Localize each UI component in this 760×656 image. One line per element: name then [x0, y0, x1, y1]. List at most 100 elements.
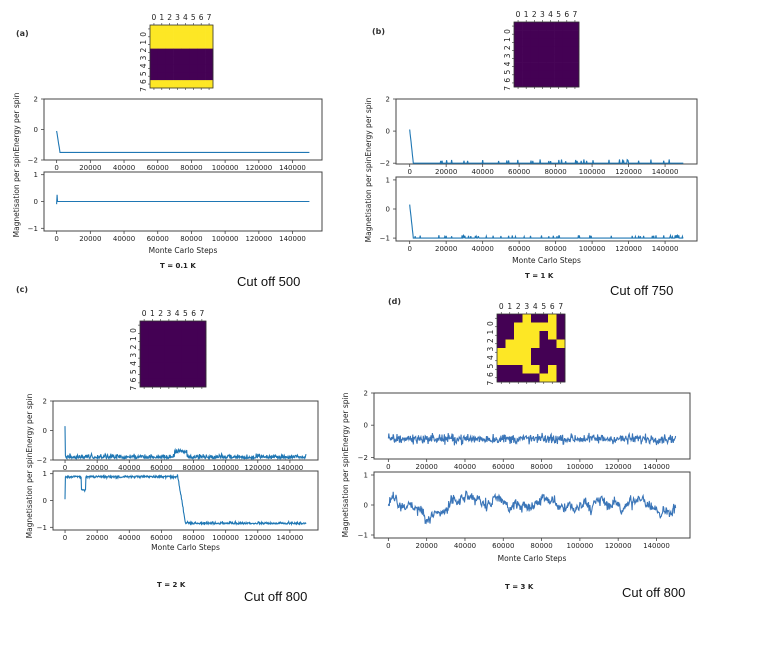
panel-a-magnetisation-xtick-label: 40000 [113, 235, 135, 243]
panel-d-cell [548, 348, 557, 357]
panel-b-hm-xtick-label: 0 [516, 10, 521, 19]
panel-a-cell [173, 56, 182, 65]
panel-d-cell [522, 339, 532, 349]
panel-b-cell [538, 62, 547, 72]
panel-d-heatmap-frame [496, 313, 566, 383]
panel-b-energy-xtick-label: 100000 [579, 168, 606, 176]
panel-a-magnetisation-series-line [56, 194, 310, 205]
panel-a-magnetisation-xtick-label: 80000 [180, 235, 202, 243]
panel-b-energy-series-line [409, 129, 684, 164]
panel-a-magnetisation-axes: 0 20000 40000 60000 80000 100000 120000 140000 −… [28, 171, 323, 255]
panel-c-heatmap-frame [139, 320, 207, 388]
panel-c-energy-ytick-label: 0 [43, 427, 47, 435]
panel-c-cell [164, 321, 174, 330]
panel-d-cell [531, 348, 540, 357]
panel-d-cell [531, 339, 540, 349]
panel-d-hm-ytick-label: 3 [486, 347, 495, 352]
panel-c-cell [173, 321, 182, 330]
panel-d-cell [497, 322, 506, 332]
panel-a-magnetisation-ytick-label: 1 [34, 171, 38, 179]
panel-c-cell [173, 329, 182, 338]
panel-c-hm-xtick-label: 2 [158, 309, 163, 318]
panel-a-hm-xtick-label: 3 [175, 13, 180, 22]
panel-b-magnetisation-xtick-label: 0 [407, 245, 411, 253]
panel-d-cell [505, 331, 515, 340]
panel-d-hm-ytick-label: 5 [486, 364, 495, 369]
panel-a-hm-ytick-label: 5 [139, 71, 148, 76]
panel-d-energy-axes: 0 20000 40000 60000 80000 100000 120000 140000 −… [358, 390, 691, 471]
panel-b-hm-ytick-label: 5 [503, 69, 512, 74]
temperature-label-b: T = 1 K [525, 272, 554, 280]
panel-c-cell [140, 378, 149, 388]
panel-a-ylabel: Magnetisation per spinEnergy per spin [12, 92, 21, 237]
panel-c-hm-xtick-label: 1 [150, 309, 155, 318]
panel-b-hm-ytick-label: 0 [503, 29, 512, 34]
panel-a-cell [189, 64, 198, 73]
panel-d-cell [531, 322, 540, 332]
panel-c-cell [164, 345, 174, 355]
panel-b-magnetisation-axes: 0 20000 40000 60000 80000 100000 120000 140000 −… [380, 176, 698, 265]
panel-c-magnetisation-axes: 0 20000 40000 60000 80000 100000 120000 140000 −… [37, 470, 319, 552]
panel-b-cell [570, 30, 580, 39]
panel-c-cell [189, 321, 199, 330]
panel-b-magnetisation-xtick-label: 120000 [615, 245, 642, 253]
panel-b-cell [530, 38, 539, 47]
panel-b-cell [554, 70, 564, 80]
panel-b-cell [570, 78, 580, 88]
panel-b-cell [538, 78, 547, 88]
panel-b-cell [514, 54, 523, 63]
panel-c-cell [181, 370, 190, 380]
panel-a-magnetisation-xtick-label: 120000 [245, 235, 272, 243]
panel-c-cell [189, 362, 199, 371]
panel-a-cell [150, 40, 159, 49]
panel-d-cell [539, 356, 549, 366]
panel-a-cell [205, 80, 214, 89]
panel-b-hm-xtick-label: 6 [564, 10, 569, 19]
panel-a-hm-ytick-label: 3 [139, 55, 148, 60]
panel-a-energy-xtick-label: 140000 [279, 164, 306, 172]
panel-a-cell [150, 56, 159, 65]
panel-d-cell [505, 339, 515, 349]
panel-d-cell [522, 348, 532, 357]
panel-c-hm-xtick-label: 3 [166, 309, 171, 318]
panel-a-cell [181, 32, 190, 42]
panel-c-cell [148, 321, 157, 330]
panel-a-magnetisation-ytick-label: −1 [28, 225, 38, 233]
panel-a-magnetisation-xlabel: Monte Carlo Steps [149, 246, 218, 255]
panel-b-energy-xtick-label: 20000 [435, 168, 457, 176]
panel-c-hm-xtick-label: 5 [183, 309, 188, 318]
panel-b-cell [570, 70, 580, 80]
panel-d-magnetisation-axes: 0 20000 40000 60000 80000 100000 120000 140000 −… [358, 471, 691, 563]
panel-d-cell [531, 314, 540, 323]
panel-d-cell [556, 339, 566, 349]
panel-d-cell [514, 373, 523, 383]
panel-c-cell [173, 370, 182, 380]
panel-d-hm-xtick-label: 1 [507, 302, 512, 311]
panel-d-cell [522, 373, 532, 383]
panel-b-energy-ytick-label: 2 [386, 96, 390, 104]
panel-a-energy-ytick-label: 2 [34, 96, 38, 104]
panel-a-cell [150, 64, 159, 73]
panel-a-cell [197, 56, 206, 65]
panel-d-cell [539, 339, 549, 349]
panel-d-cell [522, 356, 532, 366]
panel-c-cell [156, 362, 166, 371]
panel-d-magnetisation-xtick-label: 20000 [416, 542, 438, 550]
panel-b-hm-ytick-label: 3 [503, 53, 512, 58]
panel-d-cell [531, 373, 540, 383]
panel-b-cell [522, 54, 531, 63]
panel-d-hm-xtick-label: 6 [550, 302, 555, 311]
panel-b-hm-xtick-label: 3 [540, 10, 545, 19]
panel-d-cell [505, 322, 515, 332]
panel-c-cell [140, 362, 149, 371]
panel-c-magnetisation-series-line [64, 473, 307, 527]
panel-c-cell [197, 370, 207, 380]
panel-c-cell [140, 345, 149, 355]
panel-a-cell [205, 56, 214, 65]
panel-c-hm-ytick-label: 6 [129, 377, 138, 382]
panel-c-magnetisation-ytick-label: 1 [43, 470, 47, 478]
panel-b-cell [530, 22, 539, 31]
panel-c-cell [140, 370, 149, 380]
